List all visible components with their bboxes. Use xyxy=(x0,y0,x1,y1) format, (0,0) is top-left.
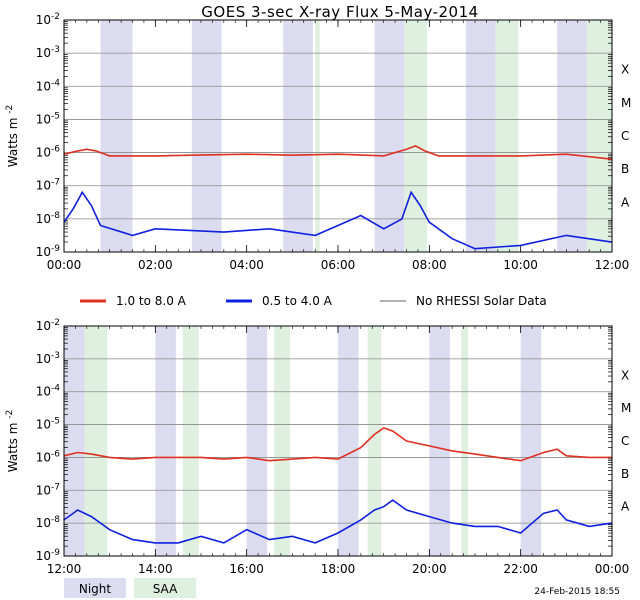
night-band xyxy=(374,20,405,252)
x-tick-label: 00:00 xyxy=(47,258,82,272)
x-tick-label: 06:00 xyxy=(321,258,356,272)
night-band xyxy=(191,20,222,252)
y-tick-label: 10-3 xyxy=(36,351,60,366)
night-saa-legend: Night SAA xyxy=(64,578,196,598)
legend-box xyxy=(134,578,196,598)
x-tick-label: 14:00 xyxy=(138,562,173,576)
class-label: X xyxy=(621,63,629,77)
class-label: A xyxy=(621,500,630,514)
legend-label: 0.5 to 4.0 A xyxy=(262,294,333,308)
y-tick-label: 10-2 xyxy=(36,318,60,333)
class-label: C xyxy=(621,434,629,448)
saa-band xyxy=(367,326,382,556)
saa-band xyxy=(586,20,612,252)
legend-label: No RHESSI Solar Data xyxy=(416,294,547,308)
x-tick-label: 22:00 xyxy=(503,562,538,576)
series-long-channel xyxy=(63,427,612,462)
night-band xyxy=(155,326,176,556)
series-long-channel xyxy=(63,145,613,160)
class-label: M xyxy=(621,96,631,110)
class-label: C xyxy=(621,129,629,143)
class-label: A xyxy=(621,195,630,209)
night-band xyxy=(64,326,85,556)
night-band xyxy=(429,326,450,556)
y-tick-label: 10-2 xyxy=(36,12,60,27)
class-label: B xyxy=(621,162,629,176)
legend-box-label: Night xyxy=(79,582,112,596)
y-axis-label: Watts m -2 xyxy=(5,410,20,472)
class-label: B xyxy=(621,467,629,481)
saa-band xyxy=(274,326,291,556)
chart-title: GOES 3-sec X-ray Flux 5-May-2014 xyxy=(201,3,478,21)
saa-band xyxy=(461,326,469,556)
saa-band xyxy=(315,20,320,252)
x-tick-label: 16:00 xyxy=(229,562,264,576)
night-band xyxy=(246,326,268,556)
class-label: M xyxy=(621,401,631,415)
legend-box xyxy=(64,578,126,598)
y-tick-label: 10-7 xyxy=(36,178,60,193)
plot-frame xyxy=(63,325,613,557)
night-band xyxy=(465,20,496,252)
saa-band xyxy=(404,20,428,252)
y-tick-label: 10-5 xyxy=(36,111,60,126)
series-short-channel xyxy=(63,190,613,250)
series-short-channel xyxy=(63,499,613,544)
x-tick-label: 20:00 xyxy=(412,562,447,576)
x-tick-label: 02:00 xyxy=(138,258,173,272)
y-tick-label: 10-3 xyxy=(36,45,60,60)
plot-frame xyxy=(63,19,613,253)
x-tick-label: 08:00 xyxy=(412,258,447,272)
top-panel: 10-9 10-8 10-7 10-6 10-5 10-4 10-3 10-2 A B C M X Wat… xyxy=(5,12,631,272)
y-tick-label: 10-9 xyxy=(36,244,61,259)
x-tick-label: 18:00 xyxy=(321,562,356,576)
night-band xyxy=(283,20,313,252)
y-tick-label: 10-7 xyxy=(36,482,60,497)
legend-label: 1.0 to 8.0 A xyxy=(116,294,187,308)
y-tick-label: 10-8 xyxy=(36,211,61,226)
y-tick-label: 10-4 xyxy=(36,78,61,93)
x-tick-label: 10:00 xyxy=(503,258,538,272)
night-band xyxy=(100,20,133,252)
saa-band xyxy=(84,326,108,556)
saa-band xyxy=(495,20,519,252)
night-band xyxy=(557,20,587,252)
x-tick-label: 12:00 xyxy=(595,258,630,272)
night-band xyxy=(338,326,359,556)
x-tick-label: 04:00 xyxy=(229,258,264,272)
y-tick-label: 10-8 xyxy=(36,515,61,530)
legend-box-label: SAA xyxy=(153,582,178,596)
class-label: X xyxy=(621,368,629,382)
y-tick-label: 10-6 xyxy=(36,145,61,160)
timestamp: 24-Feb-2015 18:55 xyxy=(534,587,620,597)
y-tick-label: 10-6 xyxy=(36,449,61,464)
saa-band xyxy=(182,326,199,556)
x-tick-label: 00:00 xyxy=(595,562,630,576)
y-tick-label: 10-5 xyxy=(36,417,60,432)
y-tick-label: 10-4 xyxy=(36,384,61,399)
bottom-panel: 10-9 10-8 10-7 10-6 10-5 10-4 10-3 10-2 A B C M X Wat… xyxy=(5,318,631,576)
x-tick-label: 12:00 xyxy=(47,562,82,576)
channel-legend: 1.0 to 8.0 A 0.5 to 4.0 A No RHESSI Solar … xyxy=(80,294,547,308)
night-band xyxy=(520,326,542,556)
y-tick-label: 10-9 xyxy=(36,548,61,563)
y-axis-label: Watts m -2 xyxy=(5,105,20,167)
